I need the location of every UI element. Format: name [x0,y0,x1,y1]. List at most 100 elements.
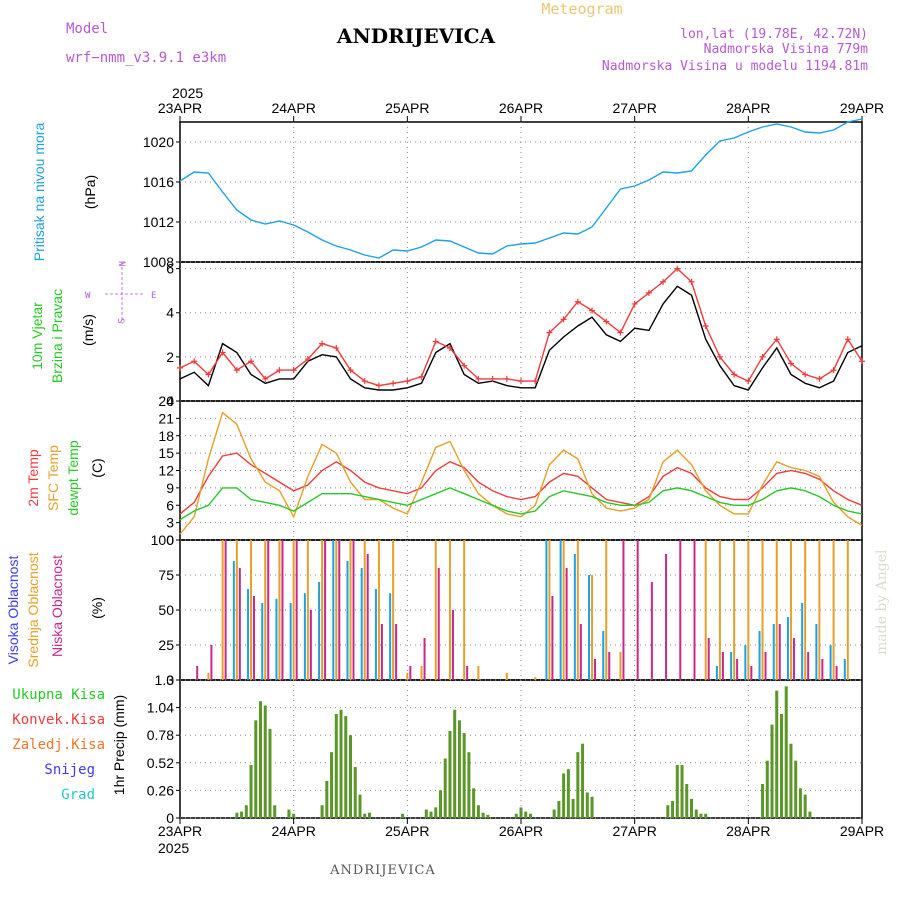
y-tick-label: 1012 [143,214,174,230]
gust-point [503,375,510,382]
model-label: Model [66,21,108,37]
cloud-bar [267,540,270,680]
precip-bar [292,813,296,818]
x-tick-label-top: 26APR [499,100,543,116]
cloud-bar [292,540,295,680]
precip-bar [367,812,371,818]
x-tick-label-bottom: 27APR [612,823,656,839]
precip-bar [524,811,528,818]
cloud-bar [366,554,369,680]
gust-point [859,358,865,365]
precip-bar [453,709,457,818]
cloud-bar [466,666,469,680]
y-tick-label: 0 [166,810,174,826]
cloud-bar [551,596,554,680]
cloud-bar [602,631,605,680]
compass-s: S [115,318,125,323]
y-tick-label: 1.04 [147,700,174,716]
gust-point [177,364,183,371]
precip-bar [429,811,433,818]
watermark: made by Angel [874,549,890,655]
elevation-label: Nadmorska Visina 779m [704,42,869,57]
cloud-bar [591,575,594,680]
cloud-bar [238,568,241,680]
cloud-bar [832,540,835,680]
precip-bar [353,767,357,818]
y-tick-label: 21 [158,410,174,426]
legend-snijeg: Snijeg [44,762,95,778]
series-line-dewpt-temp [179,487,863,521]
cloud-bar [423,638,426,680]
precip-bar [519,807,523,818]
x-tick-label-bottom: 24APR [271,823,315,839]
gust-point [702,322,709,329]
chart-marks [177,118,865,818]
temp-unit: (C) [89,458,105,477]
gust-point [830,367,837,374]
precip-bar [467,752,471,818]
cloud-bar [346,561,349,680]
gust-point [219,349,226,356]
cloud-bar [295,540,298,680]
cloud-bar [772,624,775,680]
gust-point [645,289,652,296]
y-tick-label: 15 [158,445,174,461]
y-tick-label: 0 [166,672,174,688]
cloud-bar [605,540,608,680]
precip-bar [472,788,476,818]
cloud-bar [559,540,562,680]
gust-point [432,338,439,345]
precip-bar [344,716,348,818]
gust-point [489,375,496,382]
precip-bar [438,790,442,818]
cloud-bar [704,540,707,680]
compass-n: N [116,261,126,266]
precip-bar [798,788,802,818]
y-axis-ticks: 1008101210161020024603691215182124025507… [143,134,180,826]
legend-zaledj: Zaledj.Kisa [12,737,105,753]
cloud-bar [534,677,537,680]
cloud-bar [363,540,366,680]
grid-lines [180,122,862,819]
gust-point [390,380,397,387]
cloud-bar [318,582,321,680]
gust-point [759,353,766,360]
gust-point [276,367,283,374]
precip-bar [761,784,765,818]
cloud-bar [573,554,576,680]
y-tick-label: 4 [166,305,174,321]
gust-point [347,367,354,374]
cloud-bar [392,540,395,680]
cloud-bar [835,666,838,680]
gust-point [518,378,524,385]
cloud-bar [778,624,781,680]
cloud-bar [477,666,480,680]
precip-bar [481,812,485,818]
cloud-bar [275,598,278,680]
cloud-bar [622,540,625,680]
precip-bar [339,709,343,818]
y-tick-label: 1008 [143,254,174,270]
precip-bar [794,760,798,818]
gust-point [375,382,382,389]
cloud-bar [565,568,568,680]
cloud-bar [693,540,696,680]
precip-bar [240,811,244,818]
precip-bar [334,713,338,818]
gust-point [333,345,340,352]
gust-point [532,378,539,385]
cloud-bar [420,666,423,680]
precip-bar [249,764,253,818]
gust-point [688,278,695,285]
gust-point [787,360,794,367]
cloud-bar [406,673,409,680]
precip-bar [287,809,291,818]
gust-point [446,345,453,352]
precip-bar [330,752,334,818]
y-tick-label: 2 [166,349,174,365]
cloud-bar [409,666,412,680]
precip-bar [680,764,684,818]
meteogram-label: Meteogram [541,0,622,18]
x-tick-label-top: 29APR [840,100,884,116]
y-tick-label: 0 [166,393,174,409]
